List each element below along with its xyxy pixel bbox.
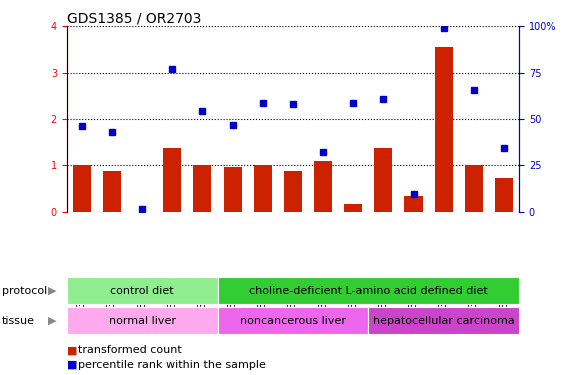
Bar xyxy=(465,165,483,212)
Text: ■: ■ xyxy=(67,360,77,369)
Text: noncancerous liver: noncancerous liver xyxy=(240,316,346,326)
Text: GSM35179: GSM35179 xyxy=(408,276,419,328)
Bar xyxy=(218,307,368,334)
Text: GSM35174: GSM35174 xyxy=(258,276,268,328)
Bar xyxy=(404,196,423,212)
Text: protocol: protocol xyxy=(2,286,47,296)
Bar xyxy=(374,148,393,212)
Text: GSM35169: GSM35169 xyxy=(107,276,117,328)
Text: ▶: ▶ xyxy=(48,316,56,326)
Text: GSM35175: GSM35175 xyxy=(288,276,298,329)
Text: GSM35168: GSM35168 xyxy=(77,276,87,328)
Bar xyxy=(434,47,453,212)
Bar xyxy=(284,171,302,212)
Bar xyxy=(495,178,513,212)
Text: GSM35171: GSM35171 xyxy=(167,276,177,328)
Text: GSM35177: GSM35177 xyxy=(348,276,358,329)
Bar xyxy=(368,307,519,334)
Text: normal liver: normal liver xyxy=(108,316,176,326)
Text: GSM35176: GSM35176 xyxy=(318,276,328,328)
Text: transformed count: transformed count xyxy=(78,345,182,355)
Bar xyxy=(103,171,121,212)
Bar xyxy=(67,307,218,334)
Bar xyxy=(67,277,218,304)
Bar xyxy=(193,165,212,212)
Text: ▶: ▶ xyxy=(48,286,56,296)
Bar xyxy=(314,161,332,212)
Text: GDS1385 / OR2703: GDS1385 / OR2703 xyxy=(67,11,201,25)
Text: GSM35182: GSM35182 xyxy=(499,276,509,328)
Bar xyxy=(344,204,362,212)
Text: percentile rank within the sample: percentile rank within the sample xyxy=(78,360,266,369)
Text: GSM35170: GSM35170 xyxy=(137,276,147,328)
Text: ■: ■ xyxy=(67,345,77,355)
Bar xyxy=(163,148,182,212)
Bar xyxy=(253,165,272,212)
Text: tissue: tissue xyxy=(2,316,35,326)
Text: hepatocellular carcinoma: hepatocellular carcinoma xyxy=(373,316,514,326)
Text: GSM35173: GSM35173 xyxy=(227,276,238,328)
Text: GSM35181: GSM35181 xyxy=(469,276,479,328)
Text: choline-deficient L-amino acid defined diet: choline-deficient L-amino acid defined d… xyxy=(249,286,488,296)
Bar xyxy=(218,277,519,304)
Text: GSM35172: GSM35172 xyxy=(197,276,208,329)
Bar xyxy=(72,165,91,212)
Bar xyxy=(223,167,242,212)
Text: GSM35180: GSM35180 xyxy=(438,276,449,328)
Text: control diet: control diet xyxy=(110,286,174,296)
Text: GSM35178: GSM35178 xyxy=(378,276,389,328)
